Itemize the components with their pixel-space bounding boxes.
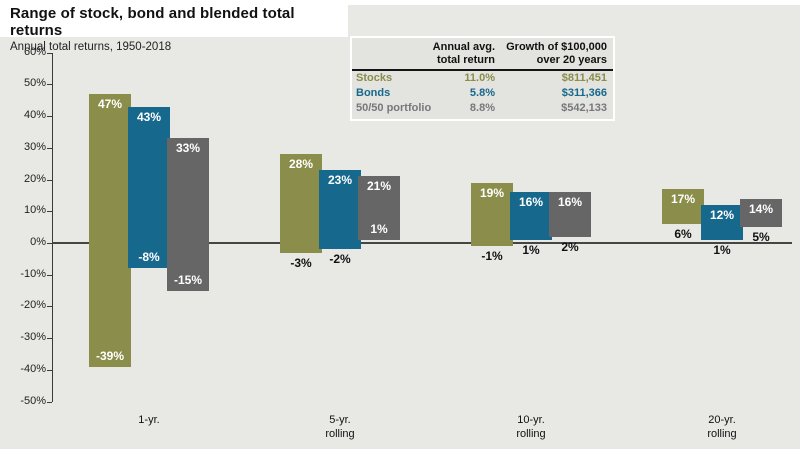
y-axis-tick <box>47 369 52 371</box>
bar-min-label-50-50-portfolio-5-yr: 1% <box>370 221 388 236</box>
bar-max-label-bonds-1-yr: 43% <box>136 109 162 124</box>
y-axis-tick-label: -10% <box>20 267 46 280</box>
y-axis-tick <box>47 116 52 118</box>
50-50-growth-value: $542,133 <box>561 102 607 114</box>
bar-bonds-1-yr <box>128 106 170 269</box>
bar-min-label-bonds-10-yr: 1% <box>522 242 540 257</box>
bar-stocks-5-yr <box>280 154 322 253</box>
chart-header: Range of stock, bond and blended total r… <box>0 0 348 53</box>
bar-bonds-5-yr <box>319 170 361 250</box>
table-row-50-50-portfolio: 50/50 portfolio 8.8% $542,133 <box>352 101 613 116</box>
bar-max-label-stocks-5-yr: 28% <box>288 157 314 172</box>
y-axis-tick-label: -50% <box>20 394 46 407</box>
bar-max-label-bonds-20-yr: 12% <box>709 207 735 222</box>
y-axis-tick <box>47 338 52 340</box>
row-label-bonds: Bonds <box>356 87 391 99</box>
y-axis-tick <box>47 52 52 54</box>
bar-min-label-stocks-5-yr: -3% <box>290 255 312 270</box>
bar-max-label-50-50-portfolio-10-yr: 16% <box>557 195 583 210</box>
bar-bonds-10-yr <box>510 192 552 240</box>
y-axis-tick <box>47 401 52 403</box>
x-axis-category-label-5-yr: 5-yr. rolling <box>325 414 355 440</box>
bar-stocks-1-yr <box>89 93 131 367</box>
y-axis-tick-label: 50% <box>23 77 46 90</box>
chart-title: Range of stock, bond and blended total r… <box>10 5 295 39</box>
header-annual-avg-line2: total return <box>436 54 495 66</box>
bar-min-label-50-50-portfolio-10-yr: 2% <box>561 239 579 254</box>
bar-50-50-portfolio-5-yr <box>358 176 400 240</box>
y-axis-tick <box>47 211 52 213</box>
bar-max-label-bonds-10-yr: 16% <box>518 195 544 210</box>
x-axis-category-label-10-yr: 10-yr. rolling <box>516 414 546 440</box>
bar-bonds-20-yr <box>701 204 743 240</box>
bar-min-label-stocks-20-yr: 6% <box>674 226 692 241</box>
bar-max-label-50-50-portfolio-1-yr: 33% <box>175 141 201 156</box>
y-axis-tick-label: -20% <box>20 299 46 312</box>
bar-stocks-10-yr <box>471 182 513 247</box>
header-growth: Growth of $100,000 over 20 years <box>495 41 613 67</box>
y-axis-tick <box>47 274 52 276</box>
stocks-growth-value: $811,451 <box>561 72 607 84</box>
bar-max-label-bonds-5-yr: 23% <box>327 173 353 188</box>
bar-max-label-stocks-1-yr: 47% <box>97 96 123 111</box>
bar-50-50-portfolio-1-yr <box>167 138 209 291</box>
y-axis-tick-label: 30% <box>23 140 46 153</box>
bar-stocks-20-yr <box>662 189 704 224</box>
bar-min-label-stocks-10-yr: -1% <box>481 249 503 264</box>
chart-subtitle: Annual total returns, 1950-2018 <box>10 41 172 53</box>
y-axis-tick-label: 40% <box>23 109 46 122</box>
y-axis-tick <box>47 179 52 181</box>
y-axis-tick <box>47 306 52 308</box>
row-label-50-50: 50/50 portfolio <box>356 102 432 114</box>
row-label-stocks: Stocks <box>356 72 393 84</box>
bonds-avg-return: 5.8% <box>469 87 495 99</box>
y-axis-tick <box>47 147 52 149</box>
bar-max-label-50-50-portfolio-20-yr: 14% <box>748 201 774 216</box>
x-axis-category-label-1-yr: 1-yr. <box>138 414 160 426</box>
bar-50-50-portfolio-10-yr <box>549 192 591 237</box>
y-axis-tick <box>47 243 52 244</box>
header-annual-avg-return: Annual avg. total return <box>352 41 495 67</box>
header-annual-avg-line1: Annual avg. <box>432 41 495 53</box>
header-growth-line1: Growth of $100,000 <box>506 41 607 53</box>
summary-table: Annual avg. total return Growth of $100,… <box>350 36 615 121</box>
table-row-bonds: Bonds 5.8% $311,366 <box>352 86 613 101</box>
zero-baseline <box>52 242 792 244</box>
y-axis-tick <box>47 84 52 86</box>
y-axis-tick-label: 60% <box>23 45 46 58</box>
y-axis-tick-label: 10% <box>23 204 46 217</box>
x-axis-category-label-20-yr: 20-yr. rolling <box>707 414 737 440</box>
top-white-strip <box>0 0 800 5</box>
y-axis-tick-label: 0% <box>30 236 46 248</box>
y-axis-tick-label: -30% <box>20 331 46 344</box>
y-axis-tick-label: -40% <box>20 362 46 375</box>
bar-min-label-50-50-portfolio-1-yr: -15% <box>173 272 202 287</box>
50-50-avg-return: 8.8% <box>469 102 495 114</box>
summary-table-header: Annual avg. total return Growth of $100,… <box>352 38 613 71</box>
bar-min-label-bonds-20-yr: 1% <box>713 242 731 257</box>
bar-50-50-portfolio-20-yr <box>740 198 782 228</box>
bar-max-label-stocks-10-yr: 19% <box>479 185 505 200</box>
bar-min-label-stocks-1-yr: -39% <box>95 348 124 363</box>
bonds-growth-value: $311,366 <box>561 87 607 99</box>
table-row-stocks: Stocks 11.0% $811,451 <box>352 71 613 86</box>
y-axis-line <box>52 52 53 402</box>
header-growth-line2: over 20 years <box>536 54 607 66</box>
y-axis-tick-label: 20% <box>23 172 46 185</box>
bar-min-label-50-50-portfolio-20-yr: 5% <box>752 230 770 245</box>
bar-min-label-bonds-5-yr: -2% <box>329 252 351 267</box>
bar-max-label-50-50-portfolio-5-yr: 21% <box>366 179 392 194</box>
stocks-avg-return: 11.0% <box>464 72 495 84</box>
bar-min-label-bonds-1-yr: -8% <box>138 250 160 265</box>
bar-max-label-stocks-20-yr: 17% <box>670 192 696 207</box>
